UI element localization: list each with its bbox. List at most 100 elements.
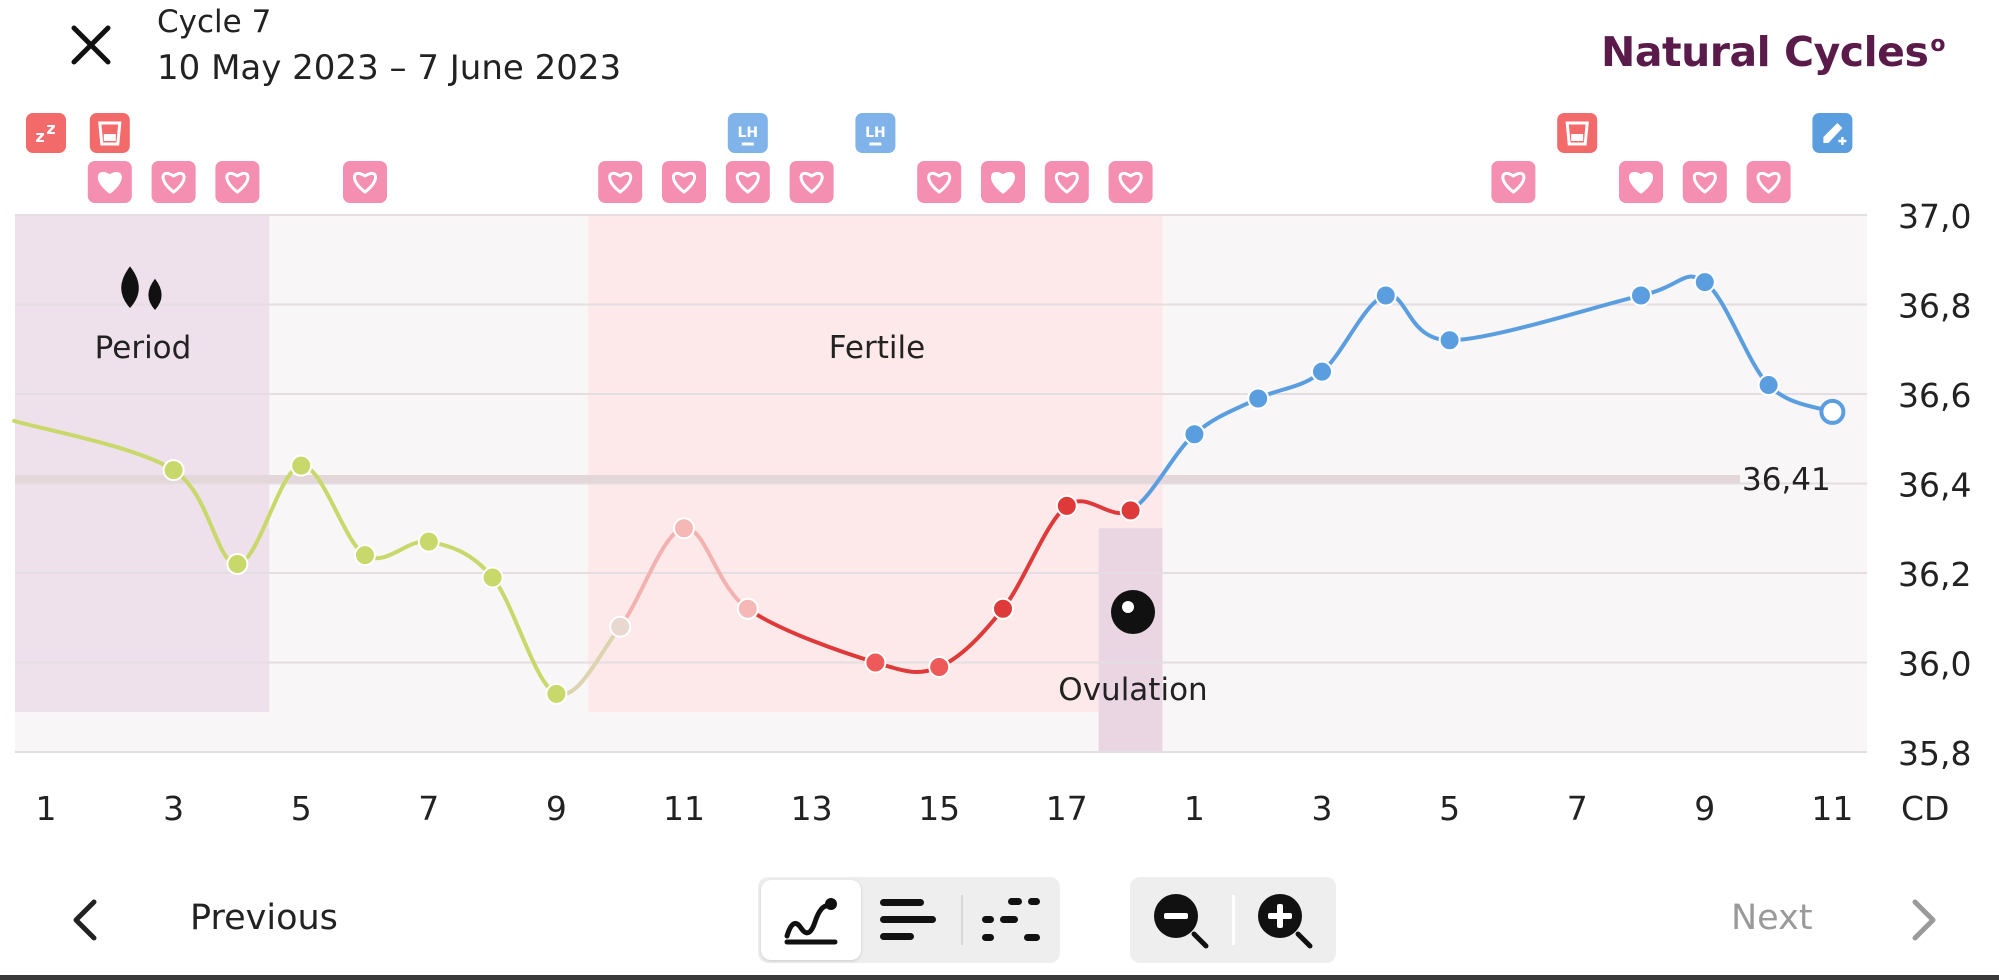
list-view-icon bbox=[880, 899, 936, 940]
x-tick-label: 15 bbox=[918, 789, 960, 828]
heart-marker[interactable] bbox=[1682, 161, 1727, 203]
temperature-point-current[interactable] bbox=[1819, 398, 1846, 425]
heart-marker[interactable] bbox=[1108, 161, 1153, 203]
temperature-point[interactable] bbox=[354, 544, 376, 567]
x-tick-label: 13 bbox=[791, 789, 833, 828]
temperature-line-segment bbox=[1447, 293, 1643, 343]
temperature-point[interactable] bbox=[1374, 284, 1397, 307]
test-cup-shape bbox=[1565, 121, 1589, 146]
heart-outline-icon bbox=[1118, 171, 1143, 194]
temperature-point[interactable] bbox=[609, 615, 632, 638]
y-tick-label: 36,4 bbox=[1898, 466, 1971, 505]
previous-button[interactable]: Previous bbox=[190, 898, 338, 938]
ovulation-egg-icon bbox=[1111, 590, 1155, 634]
temperature-point[interactable] bbox=[1247, 387, 1270, 410]
temperature-chart[interactable]: 37,0 36,8 36,6 36,4 36,2 36,0 35,8 36,41 Period F… bbox=[0, 0, 1999, 830]
heart-outline-icon bbox=[1692, 171, 1717, 194]
ovulation-label: Ovulation bbox=[1058, 672, 1207, 708]
heart-outline-icon bbox=[735, 171, 760, 194]
sleep-icon[interactable] bbox=[26, 113, 66, 153]
heart-marker[interactable] bbox=[598, 161, 643, 203]
test-cup-fill bbox=[103, 134, 116, 141]
heart-outline-icon bbox=[927, 171, 952, 194]
temperature-point[interactable] bbox=[417, 530, 440, 553]
zoom-out-button[interactable] bbox=[1130, 877, 1230, 963]
y-tick-label: 36,2 bbox=[1898, 555, 1971, 594]
temperature-point[interactable] bbox=[992, 597, 1014, 620]
heart-outline-icon bbox=[799, 171, 824, 194]
coverline-label: 36,41 bbox=[1742, 462, 1831, 498]
temperature-point[interactable] bbox=[481, 566, 504, 589]
chevron-right-icon[interactable] bbox=[1903, 896, 1943, 944]
period-band bbox=[15, 215, 270, 712]
temperature-point[interactable] bbox=[673, 517, 695, 540]
sleep-z-glyph: z bbox=[46, 119, 55, 138]
lh-test-icon[interactable] bbox=[855, 113, 896, 153]
temperature-point[interactable] bbox=[226, 553, 249, 576]
pencil-shape bbox=[1823, 123, 1843, 143]
temperature-point[interactable] bbox=[545, 682, 568, 705]
temperature-point[interactable] bbox=[736, 597, 759, 620]
heart-filled-icon bbox=[991, 171, 1015, 194]
lh-test-icon[interactable] bbox=[727, 113, 768, 153]
heart-marker[interactable] bbox=[215, 161, 260, 203]
temperature-point[interactable] bbox=[1693, 271, 1716, 294]
heart-outline-icon bbox=[161, 171, 186, 194]
temperature-point[interactable] bbox=[1438, 329, 1461, 352]
y-tick-label: 35,8 bbox=[1898, 734, 1971, 773]
fertile-label: Fertile bbox=[829, 330, 925, 366]
period-drops-icon bbox=[121, 266, 162, 310]
close-icon[interactable] bbox=[66, 20, 116, 70]
y-tick-label: 36,6 bbox=[1898, 376, 1971, 415]
heart-filled-icon bbox=[1629, 171, 1653, 194]
x-tick-label: 3 bbox=[163, 789, 184, 828]
list-view-button[interactable] bbox=[858, 877, 958, 963]
heart-outline-icon bbox=[353, 171, 377, 194]
heart-marker[interactable] bbox=[151, 161, 196, 203]
heart-outline-icon bbox=[672, 171, 696, 194]
lh-label: LH bbox=[737, 125, 758, 141]
heart-outline-icon bbox=[1756, 171, 1781, 194]
chevron-left-icon[interactable] bbox=[66, 896, 106, 944]
heart-marker[interactable] bbox=[917, 161, 962, 203]
heart-marker[interactable] bbox=[343, 161, 387, 203]
graph-view-button[interactable] bbox=[761, 880, 861, 960]
heart-marker[interactable] bbox=[1746, 161, 1791, 203]
zoom-out-icon bbox=[1154, 894, 1209, 949]
cycle-date-range: 10 May 2023 – 7 June 2023 bbox=[157, 48, 622, 88]
ovulation-egg-highlight bbox=[1122, 601, 1134, 613]
temperature-point[interactable] bbox=[1183, 423, 1206, 446]
heart-marker[interactable] bbox=[725, 161, 770, 203]
x-tick-label: 9 bbox=[1694, 789, 1715, 828]
temperature-point[interactable] bbox=[1757, 374, 1780, 397]
test-cup-icon[interactable] bbox=[89, 113, 130, 153]
heart-marker[interactable] bbox=[662, 161, 706, 203]
zoom-in-icon bbox=[1258, 894, 1313, 949]
temperature-line-segment bbox=[12, 418, 176, 473]
temperature-point[interactable] bbox=[1055, 494, 1078, 517]
heart-outline-icon bbox=[225, 171, 250, 194]
next-button[interactable]: Next bbox=[1731, 898, 1813, 938]
y-tick-label: 37,0 bbox=[1898, 197, 1971, 236]
test-cup-icon[interactable] bbox=[1557, 113, 1598, 153]
zoom-in-button[interactable] bbox=[1234, 877, 1334, 963]
temperature-point[interactable] bbox=[928, 655, 951, 678]
cycle-title: Cycle 7 bbox=[157, 4, 272, 40]
heart-outline-icon bbox=[608, 171, 633, 194]
heart-marker[interactable] bbox=[789, 161, 834, 203]
x-tick-label: 11 bbox=[663, 789, 705, 828]
y-tick-label: 36,8 bbox=[1898, 287, 1971, 326]
bottom-edge bbox=[0, 975, 1999, 980]
temperature-point[interactable] bbox=[1630, 284, 1652, 307]
scatter-view-button[interactable] bbox=[960, 877, 1060, 963]
temperature-point[interactable] bbox=[1119, 499, 1142, 522]
temperature-point[interactable] bbox=[162, 459, 185, 482]
heart-marker[interactable] bbox=[1491, 161, 1536, 203]
temperature-point[interactable] bbox=[864, 651, 887, 674]
temperature-point[interactable] bbox=[290, 454, 313, 477]
brand-logo: Natural Cycleso bbox=[1601, 28, 1945, 76]
x-tick-label: 5 bbox=[1439, 789, 1460, 828]
temperature-line-segment bbox=[745, 606, 878, 665]
heart-marker[interactable] bbox=[1044, 161, 1089, 203]
temperature-point[interactable] bbox=[1311, 360, 1333, 383]
